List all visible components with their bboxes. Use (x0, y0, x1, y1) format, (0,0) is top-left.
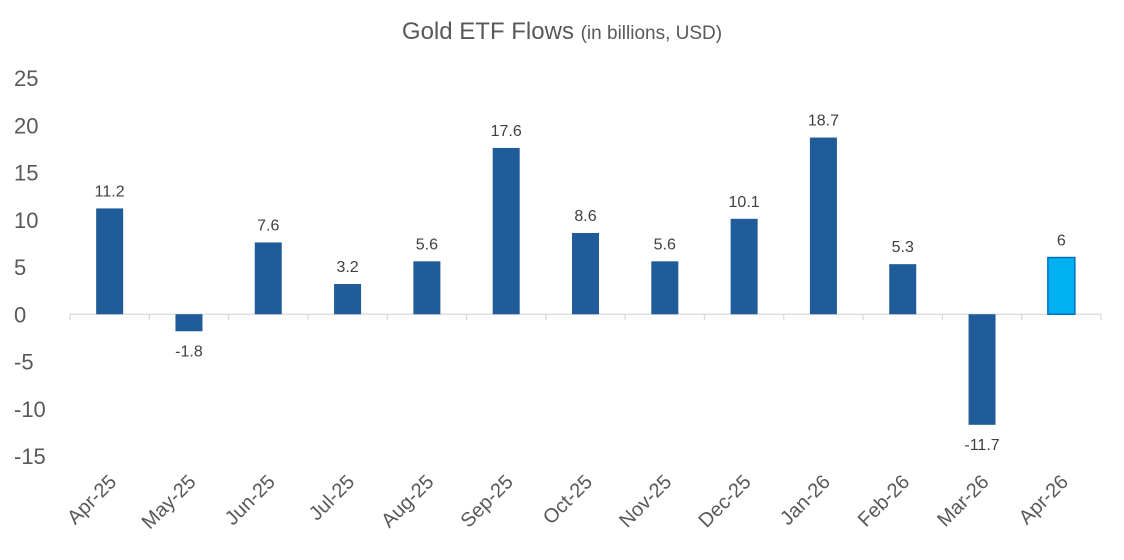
y-tick-label: -10 (14, 397, 46, 422)
data-label: 7.6 (257, 217, 279, 234)
bar (730, 218, 758, 315)
y-tick-label: 5 (14, 255, 26, 280)
x-tick-label: Apr-26 (1015, 471, 1073, 529)
bar (413, 261, 441, 315)
y-tick-label: -5 (14, 350, 34, 375)
bar (651, 261, 679, 315)
chart-title: Gold ETF Flows (in billions, USD) (0, 18, 1124, 46)
y-tick-label: 0 (14, 302, 26, 327)
y-tick-label: 25 (14, 66, 38, 91)
data-label: 5.3 (892, 239, 914, 256)
data-label: 10.1 (729, 194, 760, 211)
y-tick-label: 15 (14, 161, 38, 186)
data-label: 5.6 (654, 236, 676, 253)
bar (175, 314, 203, 332)
data-label: 5.6 (416, 236, 438, 253)
bar (572, 232, 599, 315)
bar (492, 147, 520, 315)
x-tick-label: Mar-26 (933, 471, 993, 531)
data-label: 11.2 (95, 183, 125, 200)
bar (968, 314, 996, 425)
x-tick-label: Jun-25 (221, 471, 280, 530)
bar (809, 137, 837, 315)
y-tick-label: -15 (14, 444, 46, 469)
x-tick-label: Nov-25 (615, 471, 676, 532)
chart-title-main: Gold ETF Flows (401, 18, 574, 45)
x-tick-label: Sep-25 (457, 471, 518, 532)
data-label: 17.6 (491, 123, 522, 140)
data-label: -1.8 (175, 343, 203, 360)
bar (334, 284, 362, 315)
data-label: 8.6 (574, 208, 596, 225)
data-label: 6 (1057, 233, 1066, 250)
y-tick-label: 20 (14, 113, 38, 138)
bar (254, 242, 282, 315)
bar (1047, 256, 1076, 315)
x-tick-label: Aug-25 (377, 471, 438, 532)
bar (889, 264, 917, 315)
data-label: 3.2 (336, 259, 358, 276)
x-tick-label: Jan-26 (776, 471, 835, 530)
x-tick-label: Dec-25 (694, 471, 755, 532)
x-tick-label: Jul-25 (305, 471, 359, 525)
y-tick-label: 10 (14, 208, 38, 233)
x-tick-label: Apr-25 (63, 471, 121, 529)
data-label: -11.7 (964, 437, 999, 454)
chart-subtitle: (in billions, USD) (580, 23, 723, 44)
x-tick-label: Feb-26 (854, 471, 914, 531)
x-tick-label: May-25 (138, 471, 201, 534)
data-label: 18.7 (808, 113, 839, 130)
bar (96, 208, 124, 315)
x-tick-label: Oct-25 (539, 471, 597, 529)
